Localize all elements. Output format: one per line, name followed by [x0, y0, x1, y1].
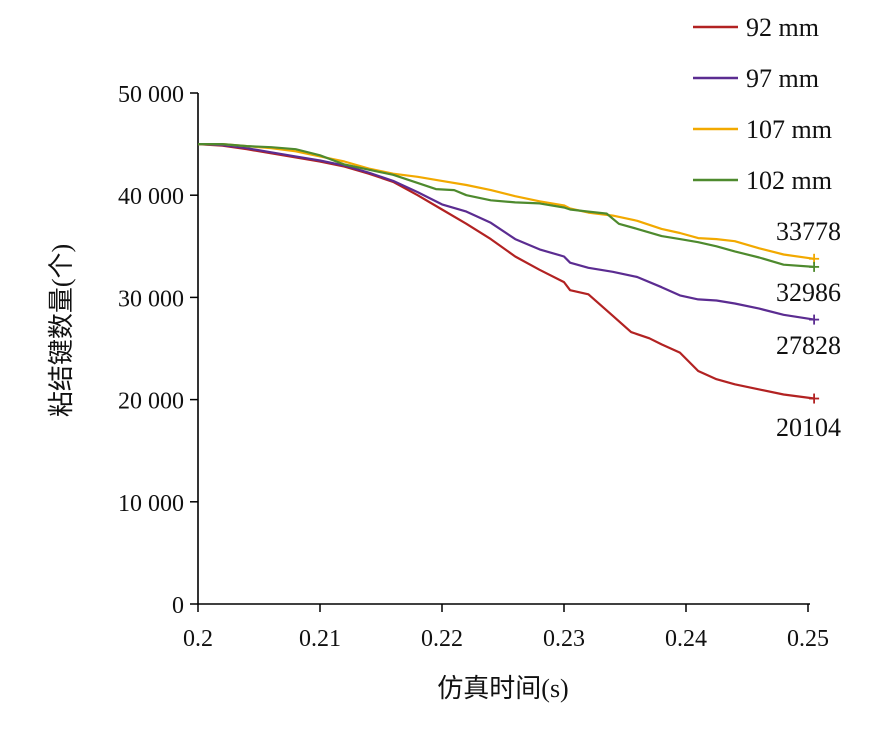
series-line-3: [198, 143, 815, 268]
legend-label: 92 mm: [746, 13, 819, 42]
axes: 0 10 000 20 000 30 000 40 000 50 000 0.2 0.21 0.…: [118, 82, 829, 652]
x-tick-label: 0.25: [787, 626, 829, 652]
legend-label: 97 mm: [746, 64, 819, 93]
legend: 92 mm 97 mm 107 mm 102 mm: [693, 13, 832, 195]
series-line-0: [197, 143, 815, 400]
y-tick-label: 50 000: [118, 82, 184, 108]
data-label: 27828: [776, 331, 841, 360]
x-tick-label: 0.24: [665, 626, 707, 652]
x-tick-label: 0.21: [299, 626, 341, 652]
y-axis-title: 粘结键数量(个): [47, 244, 76, 417]
legend-label: 107 mm: [746, 115, 832, 144]
x-tick-label: 0.2: [183, 626, 213, 652]
data-label: 20104: [776, 413, 841, 442]
series-line-2: [198, 143, 815, 260]
series-layer: [197, 143, 820, 404]
y-tick-label: 10 000: [118, 491, 184, 517]
legend-label: 102 mm: [746, 166, 832, 195]
y-tick-label: 40 000: [118, 184, 184, 210]
series-line-1: [197, 143, 815, 321]
x-axis-title: 仿真时间(s): [437, 674, 568, 703]
x-tick-label: 0.22: [421, 626, 463, 652]
y-tick-label: 20 000: [118, 389, 184, 415]
y-tick-label: 0: [172, 593, 184, 619]
y-tick-label: 30 000: [118, 286, 184, 312]
x-tick-label: 0.23: [543, 626, 585, 652]
data-label: 33778: [776, 217, 841, 246]
data-label: 32986: [776, 278, 841, 307]
end-labels: 20104 27828 33778 32986: [776, 217, 841, 442]
